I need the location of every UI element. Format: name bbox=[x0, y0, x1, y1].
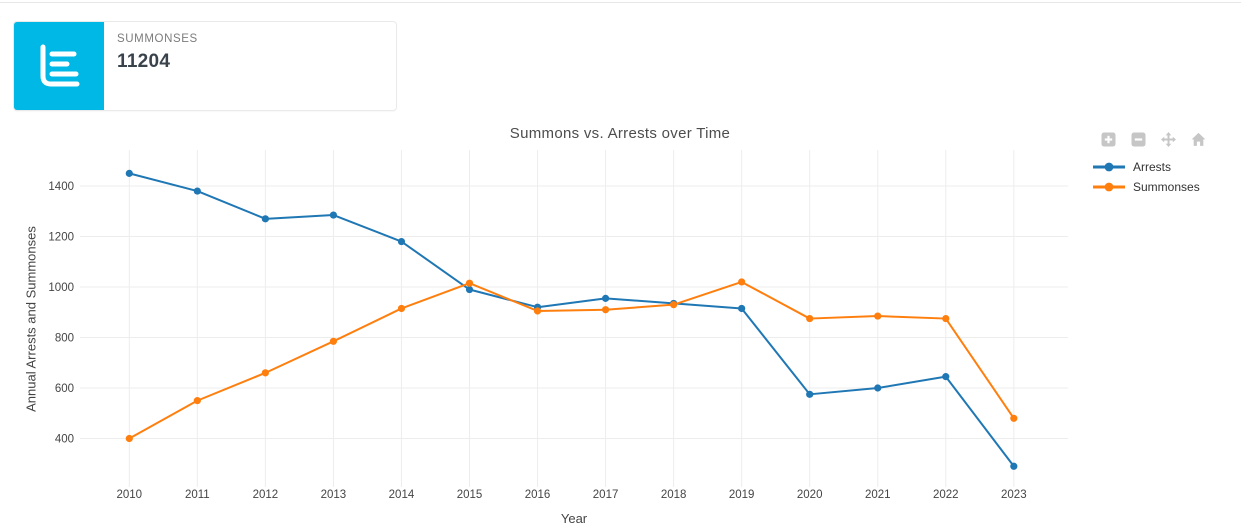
x-tick-label: 2020 bbox=[797, 489, 823, 501]
x-axis-title: Year bbox=[560, 511, 588, 526]
summonses-line-swatch-icon bbox=[1093, 182, 1125, 191]
y-tick-label: 1000 bbox=[48, 282, 74, 294]
zoom-out-button[interactable] bbox=[1131, 132, 1146, 147]
y-tick-label: 600 bbox=[55, 383, 74, 395]
x-tick-label: 2023 bbox=[1001, 489, 1027, 501]
data-point-summonses-2023[interactable] bbox=[1010, 414, 1018, 422]
data-point-arrests-2020[interactable] bbox=[806, 390, 814, 398]
arrests-line-swatch-icon bbox=[1093, 162, 1125, 171]
data-point-summonses-2022[interactable] bbox=[942, 314, 950, 323]
x-tick-label: 2021 bbox=[865, 489, 891, 501]
data-point-arrests-2022[interactable] bbox=[942, 373, 950, 381]
x-tick-label: 2018 bbox=[661, 489, 687, 501]
y-axis-title: Annual Arrests and Summonses bbox=[23, 226, 39, 412]
zoom-in-plus-icon bbox=[1101, 132, 1116, 147]
chart-toolbar bbox=[1101, 132, 1206, 147]
series-line-summonses[interactable] bbox=[128, 280, 1015, 440]
x-tick-label: 2019 bbox=[729, 489, 755, 501]
pan-button[interactable] bbox=[1161, 132, 1176, 147]
x-tick-label: 2022 bbox=[933, 489, 959, 501]
legend-item-summonses[interactable]: Summonses bbox=[1092, 177, 1200, 196]
legend-label-summonses: Summonses bbox=[1133, 179, 1200, 194]
card-text: SUMMONSES 11204 bbox=[104, 22, 198, 110]
x-tick-label: 2017 bbox=[593, 489, 619, 501]
home-icon bbox=[1191, 132, 1206, 146]
data-point-summonses-2014[interactable] bbox=[397, 304, 406, 313]
page-top-border bbox=[0, 2, 1241, 3]
zoom-in-button[interactable] bbox=[1101, 132, 1116, 147]
card-icon-box bbox=[14, 22, 104, 110]
pan-move-icon bbox=[1161, 132, 1176, 147]
y-tick-label: 400 bbox=[55, 434, 74, 446]
x-tick-label: 2016 bbox=[525, 489, 551, 501]
x-tick-label: 2014 bbox=[389, 489, 415, 501]
data-point-arrests-2014[interactable] bbox=[397, 237, 406, 246]
data-point-arrests-2012[interactable] bbox=[261, 215, 269, 223]
chart-title: Summons vs. Arrests over Time bbox=[509, 125, 731, 142]
card-value: 11204 bbox=[117, 51, 171, 72]
data-point-summonses-2020[interactable] bbox=[806, 314, 814, 323]
x-tick-label: 2011 bbox=[185, 489, 210, 501]
chart-legend: Arrests Summonses bbox=[1092, 157, 1200, 196]
data-point-summonses-2013[interactable] bbox=[329, 337, 338, 345]
bar-chart-icon bbox=[40, 44, 80, 87]
data-point-summonses-2019[interactable] bbox=[738, 278, 746, 286]
y-tick-label: 1400 bbox=[48, 181, 74, 193]
series-line-arrests[interactable] bbox=[128, 172, 1015, 468]
y-tick-label: 800 bbox=[55, 333, 74, 345]
summonses-summary-card: SUMMONSES 11204 bbox=[13, 21, 397, 111]
data-point-arrests-2023[interactable] bbox=[1010, 462, 1018, 470]
reset-button[interactable] bbox=[1191, 132, 1206, 147]
data-point-summonses-2021[interactable] bbox=[874, 312, 882, 320]
card-label: SUMMONSES bbox=[117, 33, 198, 45]
y-tick-label: 1200 bbox=[48, 232, 74, 244]
zoom-out-minus-icon bbox=[1131, 132, 1146, 147]
data-point-arrests-2021[interactable] bbox=[874, 384, 882, 392]
data-point-summonses-2015[interactable] bbox=[465, 279, 474, 287]
x-tick-label: 2010 bbox=[117, 489, 143, 501]
legend-label-arrests: Arrests bbox=[1133, 159, 1172, 174]
data-point-summonses-2017[interactable] bbox=[601, 306, 610, 314]
data-point-arrests-2013[interactable] bbox=[329, 211, 338, 219]
x-tick-label: 2012 bbox=[253, 489, 279, 501]
data-point-arrests-2010[interactable] bbox=[125, 169, 133, 177]
data-point-summonses-2012[interactable] bbox=[261, 369, 269, 377]
x-tick-label: 2015 bbox=[457, 489, 483, 501]
data-point-summonses-2016[interactable] bbox=[533, 307, 542, 315]
data-point-arrests-2019[interactable] bbox=[738, 304, 746, 313]
data-point-arrests-2015[interactable] bbox=[465, 285, 474, 294]
data-point-summonses-2011[interactable] bbox=[193, 397, 201, 405]
data-point-summonses-2010[interactable] bbox=[125, 434, 133, 443]
data-point-arrests-2017[interactable] bbox=[601, 294, 610, 302]
data-point-summonses-2018[interactable] bbox=[670, 301, 678, 309]
data-point-arrests-2011[interactable] bbox=[193, 187, 201, 195]
x-tick-label: 2013 bbox=[321, 489, 347, 501]
legend-item-arrests[interactable]: Arrests bbox=[1092, 157, 1200, 176]
